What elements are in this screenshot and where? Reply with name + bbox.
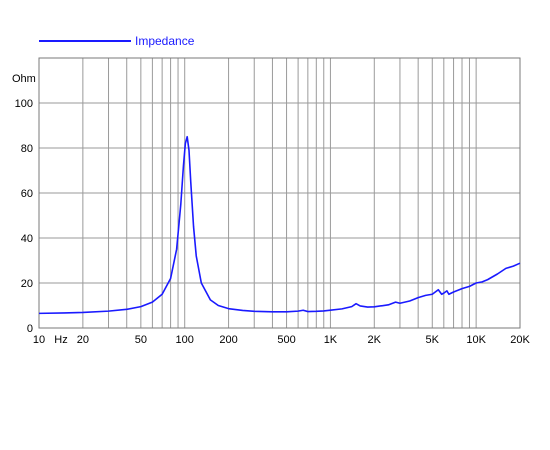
- legend: Impedance: [39, 34, 195, 48]
- y-tick-label: 60: [21, 188, 33, 200]
- y-tick-label: 40: [21, 233, 33, 245]
- x-tick-label: 100: [176, 334, 194, 346]
- x-tick-label: 50: [135, 334, 147, 346]
- axis-layer: [38, 57, 521, 329]
- series-layer: [38, 135, 521, 315]
- y-tick-label: 20: [21, 278, 33, 290]
- x-tick-label: 20K: [510, 334, 530, 346]
- y-axis-unit-label: Ohm: [12, 73, 36, 85]
- plot-frame: [38, 57, 521, 329]
- x-tick-label: 20: [77, 334, 89, 346]
- x-tick-label: 500: [277, 334, 295, 346]
- y-tick-label: 80: [21, 143, 33, 155]
- grid-layer: [38, 57, 521, 329]
- series-line-impedance: [38, 135, 521, 315]
- x-tick-label: 200: [219, 334, 237, 346]
- x-tick-label: 1K: [324, 334, 338, 346]
- legend-label: Impedance: [135, 34, 195, 48]
- y-tick-label: 0: [27, 323, 33, 335]
- x-tick-label: 5K: [426, 334, 440, 346]
- x-axis-unit-label: Hz: [54, 334, 67, 346]
- label-layer: 10 20 50 100 200 500 1K 2K 5K 10K 20K 0 20 40 60 80 100: [15, 98, 531, 346]
- y-tick-label: 100: [15, 98, 33, 110]
- x-tick-label: 2K: [368, 334, 382, 346]
- x-tick-label: 10: [33, 334, 45, 346]
- x-tick-label: 10K: [466, 334, 486, 346]
